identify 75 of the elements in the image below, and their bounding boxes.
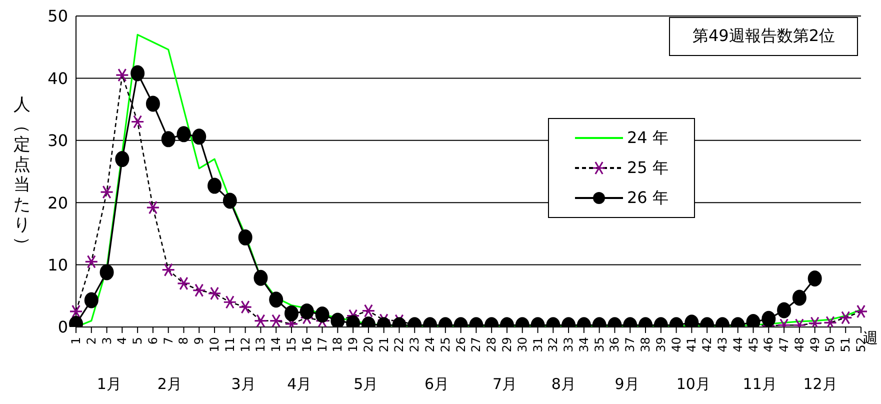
text: 9月	[614, 375, 640, 394]
x-axis-title: 週	[863, 329, 878, 347]
x-tick-label: 6	[146, 337, 160, 345]
y-axis-title: 人（定点当たり）	[12, 95, 32, 255]
x-tick-label: 33	[562, 337, 576, 352]
y-tick-label: 50	[48, 6, 68, 26]
x-tick-label: 25	[438, 337, 452, 352]
text: 6月	[424, 375, 450, 394]
text: 7月	[491, 375, 518, 394]
y-tick-label: 0	[58, 318, 68, 337]
text: 5月	[352, 375, 380, 394]
x-tick-label: 30	[515, 337, 530, 352]
x-tick-label: 31	[530, 337, 545, 352]
text: 8月	[550, 375, 577, 394]
text: 11月	[742, 375, 778, 394]
y-tick-label: 40	[48, 68, 68, 88]
x-tick-label: 42	[700, 337, 714, 352]
x-tick-label: 40	[669, 337, 684, 352]
legend-label: 24 年	[627, 128, 668, 148]
x-tick-label: 20	[361, 337, 376, 352]
x-tick-label: 17	[315, 337, 330, 352]
x-tick-label: 10	[208, 337, 222, 352]
text: 1月	[96, 375, 122, 394]
x-tick-label: 26	[454, 337, 468, 352]
x-tick-label: 39	[654, 337, 668, 352]
x-tick-label: 1	[69, 337, 83, 345]
x-tick-label: 49	[808, 337, 822, 352]
x-tick-label: 23	[408, 337, 422, 352]
x-tick-label: 11	[222, 337, 237, 352]
annotation: 第49週報告数第2位	[669, 17, 858, 56]
x-tick-label: 16	[300, 337, 314, 352]
y-tick-label: 20	[48, 193, 68, 212]
x-tick-label: 22	[392, 337, 406, 352]
x-tick-label: 3	[100, 337, 114, 345]
x-tick-label: 13	[254, 337, 268, 352]
y-tick-label: 30	[48, 131, 68, 150]
x-tick-label: 37	[623, 337, 638, 352]
text: 3月	[230, 375, 257, 394]
x-tick-label: 51	[838, 337, 853, 352]
text: 10月	[675, 375, 712, 394]
x-tick-label: 46	[762, 337, 776, 352]
x-tick-label: 35	[592, 337, 606, 352]
x-tick-label: 19	[346, 337, 360, 352]
x-tick-label: 15	[284, 337, 298, 352]
x-tick-label: 36	[608, 337, 622, 352]
x-tick-label: 18	[330, 337, 345, 352]
x-tick-label: 21	[376, 337, 391, 352]
x-tick-label: 41	[684, 337, 699, 352]
x-tick-label: 14	[269, 337, 284, 352]
x-tick-label: 45	[746, 337, 760, 352]
x-tick-label: 27	[469, 337, 484, 352]
x-tick-label: 2	[84, 337, 98, 345]
x-tick-label: 5	[130, 337, 145, 345]
x-tick-label: 48	[792, 337, 806, 352]
x-tick-label: 43	[715, 337, 730, 352]
x-tick-label: 29	[500, 337, 514, 352]
x-tick-label: 32	[546, 337, 560, 352]
x-tick-label: 50	[823, 337, 838, 352]
text: 2月	[156, 375, 183, 394]
x-tick-label: 28	[484, 337, 499, 352]
x-tick-label: 34	[576, 337, 591, 352]
x-tick-label: 9	[192, 337, 206, 345]
text: 4月	[286, 375, 313, 394]
x-tick-label: 24	[423, 337, 438, 352]
x-tick-label: 7	[161, 337, 176, 345]
legend-label: 25 年	[627, 158, 668, 178]
text: 12月	[802, 375, 838, 394]
x-tick-label: 4	[115, 337, 130, 345]
y-tick-label: 10	[48, 255, 68, 274]
x-tick-label: 38	[638, 337, 653, 352]
x-tick-label: 44	[730, 337, 745, 352]
x-tick-label: 47	[777, 337, 792, 352]
legend-label: 26 年	[627, 188, 668, 208]
x-tick-label: 12	[238, 337, 252, 352]
x-tick-label: 8	[176, 337, 191, 345]
